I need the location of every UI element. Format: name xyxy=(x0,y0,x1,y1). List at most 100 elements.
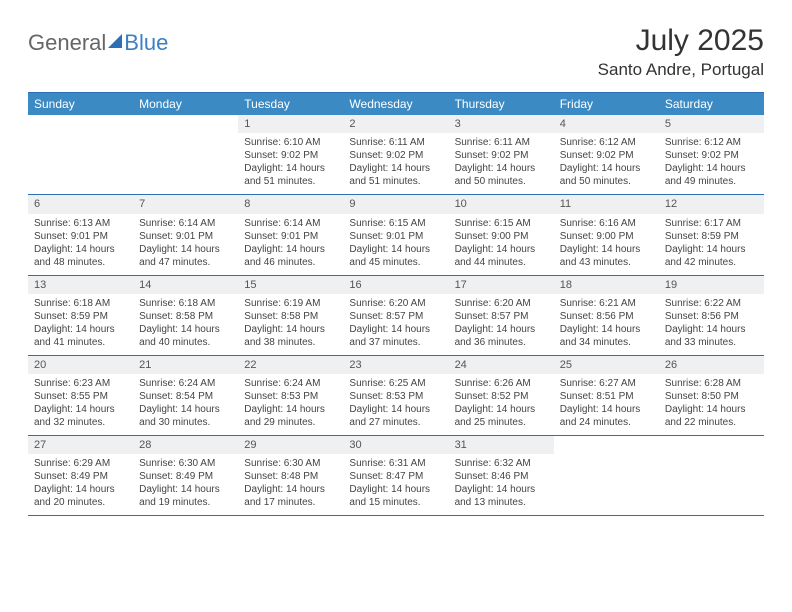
day-number: 9 xyxy=(343,195,448,213)
day-cell: 24Sunrise: 6:26 AMSunset: 8:52 PMDayligh… xyxy=(449,356,554,435)
day-body: Sunrise: 6:23 AMSunset: 8:55 PMDaylight:… xyxy=(28,374,133,435)
day-number: 8 xyxy=(238,195,343,213)
day-body: Sunrise: 6:18 AMSunset: 8:58 PMDaylight:… xyxy=(133,294,238,355)
day-number: 27 xyxy=(28,436,133,454)
day-cell: 3Sunrise: 6:11 AMSunset: 9:02 PMDaylight… xyxy=(449,115,554,194)
sunrise-line: Sunrise: 6:18 AM xyxy=(139,297,232,310)
sunrise-line: Sunrise: 6:11 AM xyxy=(349,136,442,149)
daylight-line: Daylight: 14 hours and 29 minutes. xyxy=(244,403,337,429)
day-header-cell: Sunday xyxy=(28,93,133,115)
day-cell: 25Sunrise: 6:27 AMSunset: 8:51 PMDayligh… xyxy=(554,356,659,435)
sunrise-line: Sunrise: 6:31 AM xyxy=(349,457,442,470)
daylight-line: Daylight: 14 hours and 27 minutes. xyxy=(349,403,442,429)
sunset-line: Sunset: 9:00 PM xyxy=(455,230,548,243)
day-number: 24 xyxy=(449,356,554,374)
day-cell: 2Sunrise: 6:11 AMSunset: 9:02 PMDaylight… xyxy=(343,115,448,194)
sunset-line: Sunset: 9:02 PM xyxy=(455,149,548,162)
sunset-line: Sunset: 9:01 PM xyxy=(34,230,127,243)
sunset-line: Sunset: 9:01 PM xyxy=(244,230,337,243)
day-body: Sunrise: 6:17 AMSunset: 8:59 PMDaylight:… xyxy=(659,214,764,275)
day-number: 14 xyxy=(133,276,238,294)
day-header-cell: Friday xyxy=(554,93,659,115)
sunrise-line: Sunrise: 6:32 AM xyxy=(455,457,548,470)
sunset-line: Sunset: 9:01 PM xyxy=(349,230,442,243)
day-cell: 19Sunrise: 6:22 AMSunset: 8:56 PMDayligh… xyxy=(659,276,764,355)
sunrise-line: Sunrise: 6:13 AM xyxy=(34,217,127,230)
day-body: Sunrise: 6:18 AMSunset: 8:59 PMDaylight:… xyxy=(28,294,133,355)
sunrise-line: Sunrise: 6:14 AM xyxy=(244,217,337,230)
day-cell: 20Sunrise: 6:23 AMSunset: 8:55 PMDayligh… xyxy=(28,356,133,435)
day-number: 20 xyxy=(28,356,133,374)
daylight-line: Daylight: 14 hours and 19 minutes. xyxy=(139,483,232,509)
sunset-line: Sunset: 9:02 PM xyxy=(560,149,653,162)
daylight-line: Daylight: 14 hours and 51 minutes. xyxy=(244,162,337,188)
day-cell: 7Sunrise: 6:14 AMSunset: 9:01 PMDaylight… xyxy=(133,195,238,274)
week-row: 6Sunrise: 6:13 AMSunset: 9:01 PMDaylight… xyxy=(28,195,764,275)
daylight-line: Daylight: 14 hours and 46 minutes. xyxy=(244,243,337,269)
day-body: Sunrise: 6:24 AMSunset: 8:53 PMDaylight:… xyxy=(238,374,343,435)
day-body: Sunrise: 6:29 AMSunset: 8:49 PMDaylight:… xyxy=(28,454,133,515)
sunrise-line: Sunrise: 6:14 AM xyxy=(139,217,232,230)
day-cell: 4Sunrise: 6:12 AMSunset: 9:02 PMDaylight… xyxy=(554,115,659,194)
day-cell: 10Sunrise: 6:15 AMSunset: 9:00 PMDayligh… xyxy=(449,195,554,274)
daylight-line: Daylight: 14 hours and 30 minutes. xyxy=(139,403,232,429)
day-body: Sunrise: 6:10 AMSunset: 9:02 PMDaylight:… xyxy=(238,133,343,194)
sunset-line: Sunset: 8:54 PM xyxy=(139,390,232,403)
empty-cell xyxy=(28,115,133,194)
day-cell: 31Sunrise: 6:32 AMSunset: 8:46 PMDayligh… xyxy=(449,436,554,515)
day-number: 12 xyxy=(659,195,764,213)
week-row: 20Sunrise: 6:23 AMSunset: 8:55 PMDayligh… xyxy=(28,356,764,436)
day-number: 4 xyxy=(554,115,659,133)
day-number: 17 xyxy=(449,276,554,294)
daylight-line: Daylight: 14 hours and 20 minutes. xyxy=(34,483,127,509)
sunrise-line: Sunrise: 6:11 AM xyxy=(455,136,548,149)
header: GeneralBlue July 2025 Santo Andre, Portu… xyxy=(28,24,764,80)
day-number: 22 xyxy=(238,356,343,374)
sunrise-line: Sunrise: 6:24 AM xyxy=(244,377,337,390)
day-number: 1 xyxy=(238,115,343,133)
daylight-line: Daylight: 14 hours and 25 minutes. xyxy=(455,403,548,429)
day-number: 23 xyxy=(343,356,448,374)
daylight-line: Daylight: 14 hours and 36 minutes. xyxy=(455,323,548,349)
day-number: 16 xyxy=(343,276,448,294)
sunrise-line: Sunrise: 6:27 AM xyxy=(560,377,653,390)
brand-logo: GeneralBlue xyxy=(28,30,168,56)
sunset-line: Sunset: 8:49 PM xyxy=(139,470,232,483)
daylight-line: Daylight: 14 hours and 13 minutes. xyxy=(455,483,548,509)
calendar: SundayMondayTuesdayWednesdayThursdayFrid… xyxy=(28,92,764,516)
sunset-line: Sunset: 8:48 PM xyxy=(244,470,337,483)
daylight-line: Daylight: 14 hours and 15 minutes. xyxy=(349,483,442,509)
day-body: Sunrise: 6:26 AMSunset: 8:52 PMDaylight:… xyxy=(449,374,554,435)
sunset-line: Sunset: 9:02 PM xyxy=(244,149,337,162)
day-number: 2 xyxy=(343,115,448,133)
day-number: 15 xyxy=(238,276,343,294)
daylight-line: Daylight: 14 hours and 33 minutes. xyxy=(665,323,758,349)
sunset-line: Sunset: 8:46 PM xyxy=(455,470,548,483)
day-body: Sunrise: 6:12 AMSunset: 9:02 PMDaylight:… xyxy=(554,133,659,194)
day-cell: 5Sunrise: 6:12 AMSunset: 9:02 PMDaylight… xyxy=(659,115,764,194)
day-header-cell: Saturday xyxy=(659,93,764,115)
day-cell: 18Sunrise: 6:21 AMSunset: 8:56 PMDayligh… xyxy=(554,276,659,355)
sunset-line: Sunset: 8:53 PM xyxy=(349,390,442,403)
daylight-line: Daylight: 14 hours and 32 minutes. xyxy=(34,403,127,429)
day-number: 3 xyxy=(449,115,554,133)
sunrise-line: Sunrise: 6:18 AM xyxy=(34,297,127,310)
brand-part1: General xyxy=(28,30,106,56)
sunrise-line: Sunrise: 6:30 AM xyxy=(139,457,232,470)
daylight-line: Daylight: 14 hours and 47 minutes. xyxy=(139,243,232,269)
title-block: July 2025 Santo Andre, Portugal xyxy=(598,24,764,80)
day-cell: 28Sunrise: 6:30 AMSunset: 8:49 PMDayligh… xyxy=(133,436,238,515)
sunset-line: Sunset: 8:59 PM xyxy=(34,310,127,323)
sunrise-line: Sunrise: 6:29 AM xyxy=(34,457,127,470)
day-body: Sunrise: 6:32 AMSunset: 8:46 PMDaylight:… xyxy=(449,454,554,515)
sunrise-line: Sunrise: 6:23 AM xyxy=(34,377,127,390)
day-body: Sunrise: 6:11 AMSunset: 9:02 PMDaylight:… xyxy=(449,133,554,194)
day-body: Sunrise: 6:24 AMSunset: 8:54 PMDaylight:… xyxy=(133,374,238,435)
day-body: Sunrise: 6:11 AMSunset: 9:02 PMDaylight:… xyxy=(343,133,448,194)
day-number: 11 xyxy=(554,195,659,213)
day-number: 13 xyxy=(28,276,133,294)
sunrise-line: Sunrise: 6:22 AM xyxy=(665,297,758,310)
sunset-line: Sunset: 8:51 PM xyxy=(560,390,653,403)
daylight-line: Daylight: 14 hours and 43 minutes. xyxy=(560,243,653,269)
day-body: Sunrise: 6:15 AMSunset: 9:01 PMDaylight:… xyxy=(343,214,448,275)
